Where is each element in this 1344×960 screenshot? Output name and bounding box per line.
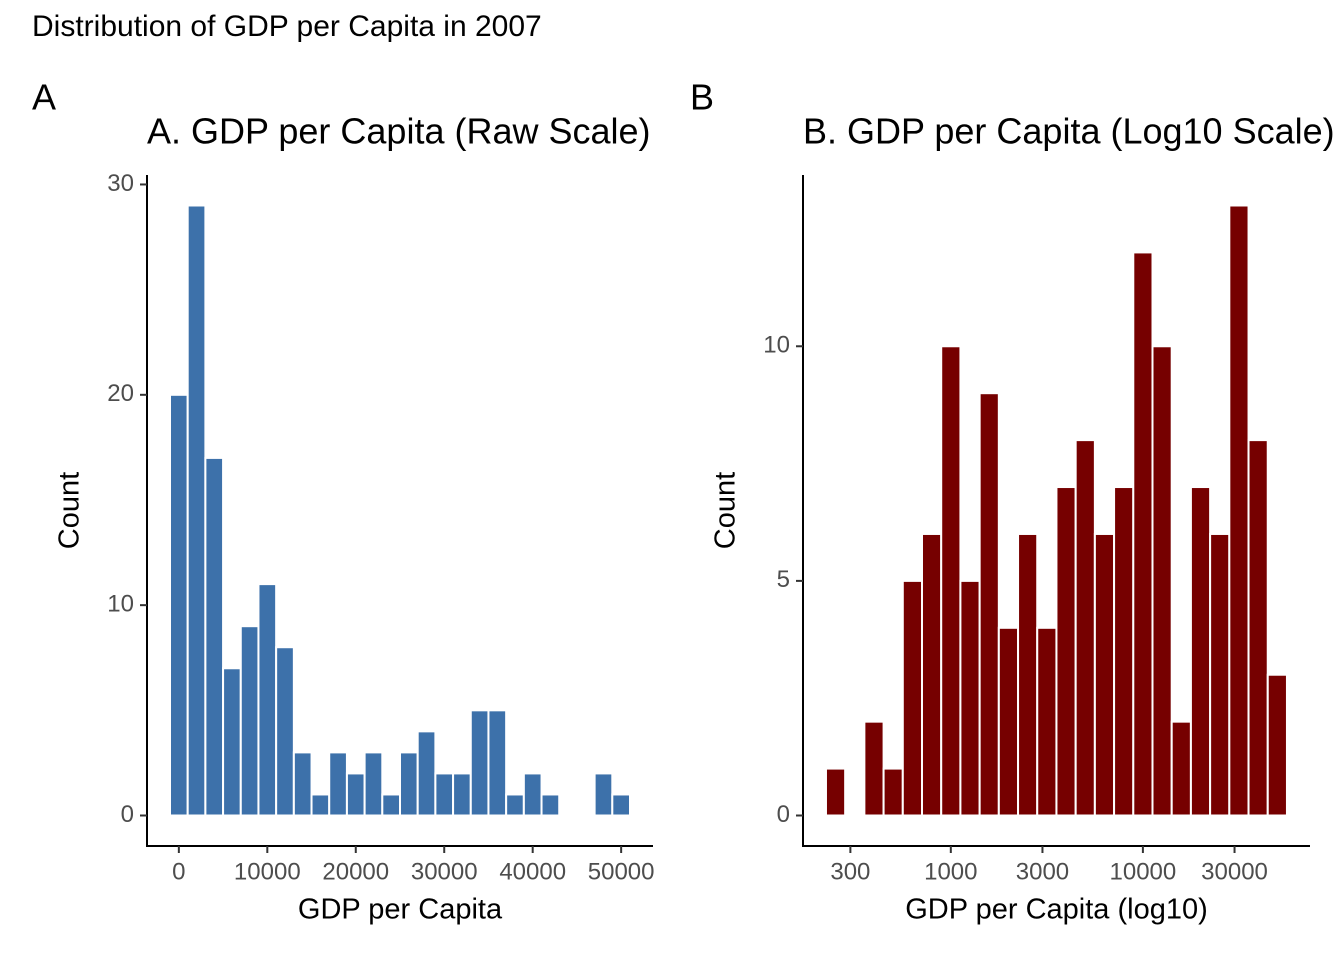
bar [824,767,847,817]
bar [901,579,923,817]
x-axis-title: GDP per Capita [298,894,503,926]
bar [1036,626,1058,817]
bar [1170,720,1192,817]
x-tick-label: 3000 [1016,858,1069,885]
x-tick-label: 40000 [499,858,566,885]
bar [1017,532,1039,817]
bar [505,793,525,817]
bar [882,767,904,817]
bar [328,751,348,817]
x-tick-label: 10000 [1110,858,1177,885]
bar [1209,532,1231,817]
bar [1055,486,1077,817]
bar [204,456,225,817]
bar [257,583,278,817]
y-axis-title: Count [54,472,86,549]
bar [1228,204,1250,817]
bar [1266,673,1288,817]
bar [399,751,419,817]
bar [920,532,943,817]
x-tick-label: 1000 [924,858,977,885]
bar [275,646,295,817]
bar [1247,439,1269,817]
bar [1132,251,1154,817]
bar [186,204,207,817]
bar [434,772,455,817]
x-tick-label: 10000 [234,858,301,885]
bar [540,793,561,817]
x-tick-label: 30000 [411,858,478,885]
y-tick-label: 20 [107,380,134,407]
y-axis-title: Count [710,472,742,549]
y-tick-label: 0 [121,801,134,828]
bar [1151,345,1173,817]
y-tick-label: 10 [763,332,790,359]
y-tick-label: 0 [777,801,790,828]
bar [487,709,508,817]
bar [310,793,331,817]
bar [169,393,189,817]
bar [1093,532,1116,817]
bar [978,392,1000,817]
x-axis-title: GDP per Capita (log10) [905,894,1208,926]
y-tick-label: 5 [777,566,790,593]
bar [381,793,401,817]
y-tick-label: 30 [107,170,134,197]
bar [593,772,614,817]
bar [239,625,260,817]
panel-title: A. GDP per Capita (Raw Scale) [147,111,651,152]
bar [863,720,885,817]
y-tick-label: 10 [107,590,134,617]
bar [452,772,472,817]
bar [959,579,981,817]
bar [940,345,962,817]
x-tick-label: 50000 [588,858,655,885]
x-tick-label: 30000 [1201,858,1268,885]
bar [416,730,437,817]
panel-title: B. GDP per Capita (Log10 Scale) [803,111,1335,152]
bar [1113,486,1135,817]
bar [222,667,242,817]
bar [522,772,543,817]
panel-tag: A [32,77,56,118]
x-tick-label: 20000 [322,858,389,885]
bar [345,772,366,817]
bar [997,626,1020,817]
bar [1074,439,1096,817]
bar [363,751,384,817]
figure-title: Distribution of GDP per Capita in 2007 [32,10,542,43]
bar [469,709,490,817]
x-tick-label: 0 [172,858,185,885]
x-tick-label: 300 [830,858,870,885]
panel-tag: B [690,77,714,118]
bar [292,751,313,817]
bar [1189,486,1212,817]
bar [611,793,631,817]
